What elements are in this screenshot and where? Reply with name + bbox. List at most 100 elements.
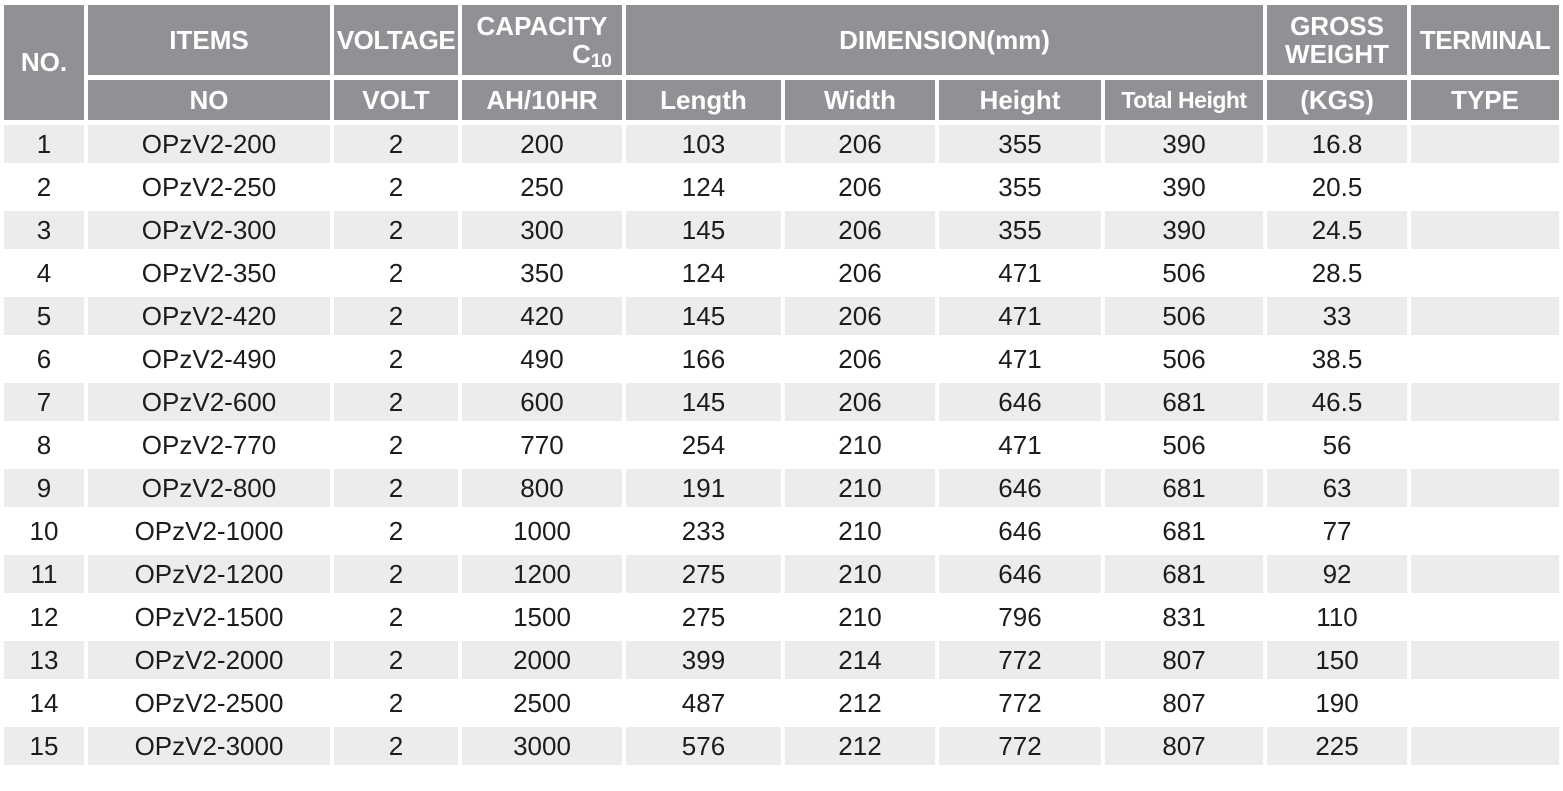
cell-no: 2 [4, 168, 84, 206]
table-row: 13 OPzV2-2000 2 2000 399 214 772 807 150 [4, 641, 1560, 679]
gross-label-line1: GROSS [1290, 10, 1384, 41]
table-row: 11 OPzV2-1200 2 1200 275 210 646 681 92 [4, 555, 1560, 593]
cell-length: 487 [626, 684, 781, 722]
cell-no: 8 [4, 426, 84, 464]
cell-length: 145 [626, 297, 781, 335]
cell-no: 10 [4, 512, 84, 550]
cell-width: 210 [785, 426, 935, 464]
table-row: 7 OPzV2-600 2 600 145 206 646 681 46.5 [4, 383, 1560, 421]
table-row: 9 OPzV2-800 2 800 191 210 646 681 63 [4, 469, 1560, 507]
cell-width: 206 [785, 125, 935, 163]
cell-gross-weight: 46.5 [1267, 383, 1408, 421]
cell-item-model: OPzV2-1500 [88, 598, 330, 636]
gross-label-line2: WEIGHT [1285, 39, 1390, 69]
cell-capacity: 2500 [462, 684, 622, 722]
cell-width: 210 [785, 469, 935, 507]
table-row: 3 OPzV2-300 2 300 145 206 355 390 24.5 [4, 211, 1560, 249]
cell-no: 4 [4, 254, 84, 292]
cell-height: 646 [939, 555, 1101, 593]
cell-item-model: OPzV2-250 [88, 168, 330, 206]
cell-length: 576 [626, 727, 781, 765]
cell-total-height: 681 [1105, 383, 1264, 421]
table-row: 15 OPzV2-3000 2 3000 576 212 772 807 225 [4, 727, 1560, 765]
col-header-voltage: VOLTAGE [334, 5, 458, 75]
cell-terminal-type [1411, 727, 1560, 765]
col-subheader-items-no: NO [88, 80, 330, 120]
cell-width: 212 [785, 684, 935, 722]
cell-width: 212 [785, 727, 935, 765]
col-header-capacity: CAPACITY C10 [462, 5, 622, 75]
cell-item-model: OPzV2-300 [88, 211, 330, 249]
cell-item-model: OPzV2-420 [88, 297, 330, 335]
cell-volt: 2 [334, 641, 458, 679]
table-row: 4 OPzV2-350 2 350 124 206 471 506 28.5 [4, 254, 1560, 292]
col-header-terminal: TERMINAL [1411, 5, 1560, 75]
cell-total-height: 807 [1105, 727, 1264, 765]
cell-length: 275 [626, 555, 781, 593]
header-row-1: NO. ITEMS VOLTAGE CAPACITY C10 DIMENSION… [4, 5, 1560, 120]
cell-volt: 2 [334, 340, 458, 378]
col-header-items: ITEMS [88, 5, 330, 75]
cell-height: 646 [939, 469, 1101, 507]
cell-terminal-type [1411, 512, 1560, 550]
cell-length: 124 [626, 168, 781, 206]
cell-capacity: 600 [462, 383, 622, 421]
capacity-c10-label: C10 [572, 38, 612, 72]
cell-volt: 2 [334, 555, 458, 593]
cell-terminal-type [1411, 383, 1560, 421]
cell-terminal-type [1411, 426, 1560, 464]
table-row: 2 OPzV2-250 2 250 124 206 355 390 20.5 [4, 168, 1560, 206]
cell-volt: 2 [334, 684, 458, 722]
col-subheader-type: TYPE [1411, 80, 1560, 120]
cell-item-model: OPzV2-1000 [88, 512, 330, 550]
cell-capacity: 800 [462, 469, 622, 507]
cell-capacity: 1000 [462, 512, 622, 550]
col-header-dimension: DIMENSION(mm) [626, 5, 1264, 75]
cell-gross-weight: 28.5 [1267, 254, 1408, 292]
col-header-gross-weight: GROSS WEIGHT [1267, 5, 1408, 75]
cell-height: 772 [939, 727, 1101, 765]
cell-total-height: 390 [1105, 168, 1264, 206]
col-subheader-total-height: Total Height [1105, 80, 1264, 120]
cell-height: 646 [939, 512, 1101, 550]
cell-capacity: 300 [462, 211, 622, 249]
cell-height: 772 [939, 684, 1101, 722]
cell-terminal-type [1411, 254, 1560, 292]
cell-height: 471 [939, 254, 1101, 292]
cell-width: 206 [785, 211, 935, 249]
cell-length: 233 [626, 512, 781, 550]
cell-item-model: OPzV2-2000 [88, 641, 330, 679]
cell-width: 210 [785, 598, 935, 636]
table-row: 5 OPzV2-420 2 420 145 206 471 506 33 [4, 297, 1560, 335]
cell-gross-weight: 38.5 [1267, 340, 1408, 378]
cell-no: 3 [4, 211, 84, 249]
cell-volt: 2 [334, 211, 458, 249]
cell-volt: 2 [334, 727, 458, 765]
cell-gross-weight: 24.5 [1267, 211, 1408, 249]
cell-terminal-type [1411, 598, 1560, 636]
cell-height: 646 [939, 383, 1101, 421]
cell-capacity: 490 [462, 340, 622, 378]
cell-length: 275 [626, 598, 781, 636]
cell-no: 13 [4, 641, 84, 679]
cell-capacity: 1500 [462, 598, 622, 636]
cell-terminal-type [1411, 168, 1560, 206]
cell-no: 6 [4, 340, 84, 378]
cell-no: 12 [4, 598, 84, 636]
cell-gross-weight: 92 [1267, 555, 1408, 593]
cell-item-model: OPzV2-3000 [88, 727, 330, 765]
cell-total-height: 506 [1105, 254, 1264, 292]
table-row: 10 OPzV2-1000 2 1000 233 210 646 681 77 [4, 512, 1560, 550]
cell-volt: 2 [334, 383, 458, 421]
cell-capacity: 1200 [462, 555, 622, 593]
cell-no: 11 [4, 555, 84, 593]
cell-item-model: OPzV2-770 [88, 426, 330, 464]
table-row: 6 OPzV2-490 2 490 166 206 471 506 38.5 [4, 340, 1560, 378]
cell-item-model: OPzV2-350 [88, 254, 330, 292]
cell-no: 7 [4, 383, 84, 421]
table-row: 12 OPzV2-1500 2 1500 275 210 796 831 110 [4, 598, 1560, 636]
col-subheader-ah10hr: AH/10HR [462, 80, 622, 120]
spec-table-header: NO. ITEMS VOLTAGE CAPACITY C10 DIMENSION… [4, 5, 1560, 120]
cell-volt: 2 [334, 469, 458, 507]
cell-width: 206 [785, 383, 935, 421]
